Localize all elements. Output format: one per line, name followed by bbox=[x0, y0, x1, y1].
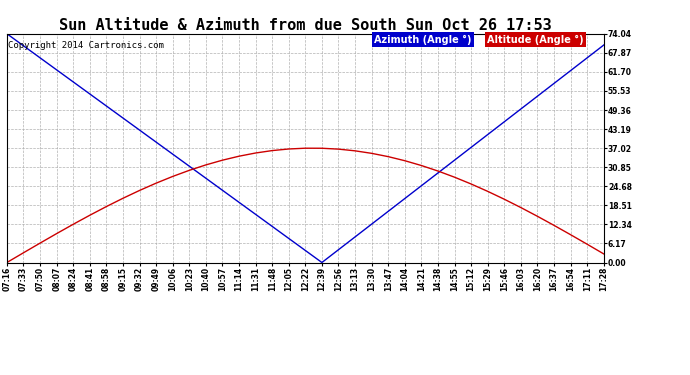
Text: Azimuth (Angle °): Azimuth (Angle °) bbox=[374, 35, 471, 45]
Title: Sun Altitude & Azimuth from due South Sun Oct 26 17:53: Sun Altitude & Azimuth from due South Su… bbox=[59, 18, 552, 33]
Text: Altitude (Angle °): Altitude (Angle °) bbox=[487, 35, 584, 45]
Text: Copyright 2014 Cartronics.com: Copyright 2014 Cartronics.com bbox=[8, 40, 164, 50]
